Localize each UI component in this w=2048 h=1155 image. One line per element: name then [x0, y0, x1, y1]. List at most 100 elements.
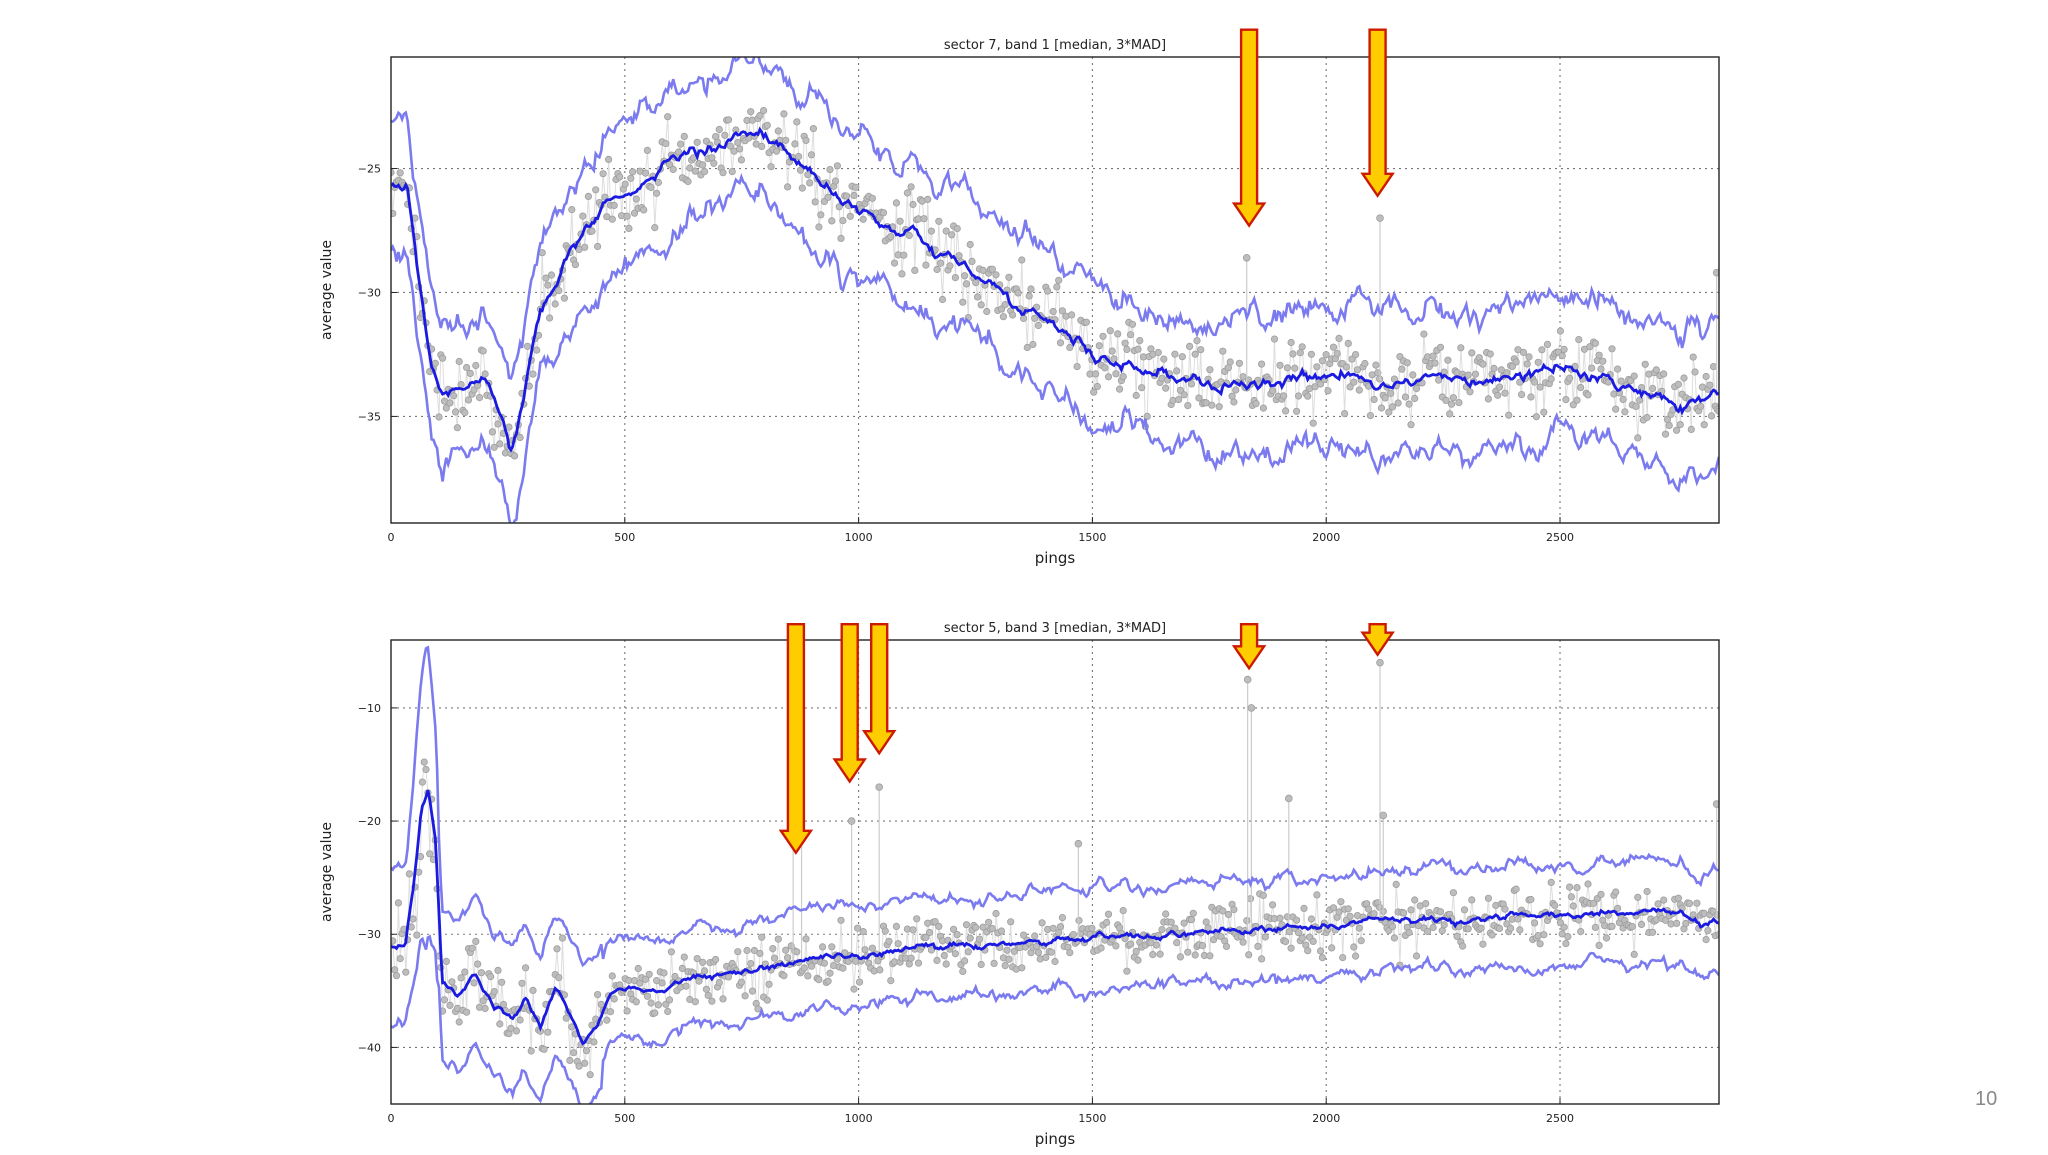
- sample-point: [1409, 371, 1417, 379]
- sample-point: [1191, 951, 1199, 959]
- sample-point: [1042, 953, 1050, 962]
- sample-point: [793, 948, 801, 956]
- x-tick-label: 2500: [1546, 531, 1574, 544]
- sample-point: [1007, 918, 1015, 926]
- sample-point: [704, 991, 712, 1000]
- sample-point: [1138, 384, 1146, 392]
- sample-point: [1187, 916, 1196, 924]
- sample-point: [1092, 370, 1100, 378]
- sample-point: [1446, 410, 1454, 418]
- sample-point: [396, 169, 404, 177]
- sample-point: [1682, 919, 1690, 928]
- sample-point: [1479, 360, 1487, 368]
- sample-point: [1189, 909, 1197, 917]
- sample-point: [420, 758, 428, 766]
- sample-point: [1307, 915, 1316, 923]
- sample-point: [1661, 430, 1670, 438]
- sample-point: [699, 161, 707, 169]
- sample-point: [575, 1062, 583, 1070]
- sample-point: [608, 215, 616, 223]
- sample-point: [1049, 924, 1057, 932]
- sample-point: [510, 452, 519, 460]
- sample-point: [1066, 948, 1074, 957]
- sample-point: [1442, 396, 1450, 404]
- sample-point: [1440, 921, 1448, 929]
- sample-point: [1034, 321, 1043, 330]
- sample-point: [1093, 382, 1102, 391]
- sample-point: [658, 979, 666, 987]
- slide-number: 10: [1975, 1088, 1998, 1110]
- sample-point: [750, 946, 759, 955]
- sample-point: [1355, 924, 1363, 932]
- sample-point: [1575, 335, 1583, 344]
- sample-point: [748, 987, 757, 995]
- sample-point: [896, 217, 904, 225]
- sample-point: [1453, 932, 1461, 941]
- sample-point: [1136, 336, 1144, 345]
- sample-point: [804, 972, 812, 980]
- sample-point: [545, 314, 554, 322]
- sample-point: [496, 440, 504, 448]
- sample-point: [1665, 421, 1673, 429]
- sample-point: [1412, 384, 1421, 393]
- sample-point: [1514, 915, 1522, 923]
- sample-point: [474, 960, 482, 968]
- sample-point: [1365, 905, 1373, 913]
- sample-point: [1536, 383, 1544, 391]
- sample-point: [516, 433, 524, 442]
- sample-point: [1134, 345, 1142, 353]
- sample-point: [1294, 929, 1303, 937]
- sample-point: [1296, 349, 1304, 357]
- sample-point: [1291, 364, 1299, 372]
- sample-point: [1516, 926, 1524, 934]
- sample-point: [979, 923, 987, 931]
- sample-point: [909, 926, 917, 934]
- sample-point: [457, 380, 465, 389]
- sample-point: [1304, 392, 1312, 400]
- sample-point: [984, 918, 993, 926]
- sample-point: [1245, 951, 1253, 959]
- y-tick-label: −30: [358, 928, 381, 941]
- sample-point: [1630, 372, 1638, 380]
- sample-point: [1628, 922, 1636, 931]
- sample-point: [1119, 372, 1127, 381]
- sample-point: [1577, 383, 1585, 392]
- sample-point: [973, 293, 982, 301]
- sample-point: [1034, 948, 1043, 957]
- series-lower-band: [391, 934, 1719, 1104]
- sample-point: [1328, 944, 1336, 952]
- sample-point: [682, 982, 690, 990]
- series-median: [391, 789, 1719, 1046]
- sample-point: [1114, 330, 1122, 338]
- sample-point: [581, 243, 589, 251]
- sample-point: [523, 342, 532, 350]
- sample-point: [1051, 957, 1059, 966]
- sample-point: [964, 948, 972, 956]
- sample-point: [1215, 403, 1223, 411]
- x-tick-label: 1000: [845, 531, 873, 544]
- sample-point: [931, 917, 939, 926]
- sample-point: [759, 107, 768, 115]
- sample-point: [1558, 930, 1566, 938]
- sample-point: [935, 922, 943, 931]
- sample-point: [711, 955, 720, 964]
- sample-point: [680, 953, 688, 961]
- sample-point: [1591, 339, 1600, 347]
- sample-point: [1560, 923, 1568, 931]
- sample-point: [1564, 932, 1572, 941]
- sample-point: [826, 969, 834, 977]
- sample-point: [876, 966, 884, 974]
- sample-point: [853, 924, 862, 932]
- sample-point: [584, 192, 593, 200]
- sample-point: [1269, 901, 1277, 909]
- sample-point: [451, 408, 460, 416]
- x-tick-label: 500: [614, 1112, 635, 1125]
- sample-point: [1448, 400, 1456, 408]
- sample-point: [953, 930, 961, 939]
- sample-point: [780, 972, 788, 980]
- sample-point: [861, 946, 869, 954]
- sample-point: [983, 307, 991, 316]
- sample-point: [1353, 366, 1362, 374]
- sample-point: [641, 169, 650, 177]
- sample-point: [715, 125, 723, 134]
